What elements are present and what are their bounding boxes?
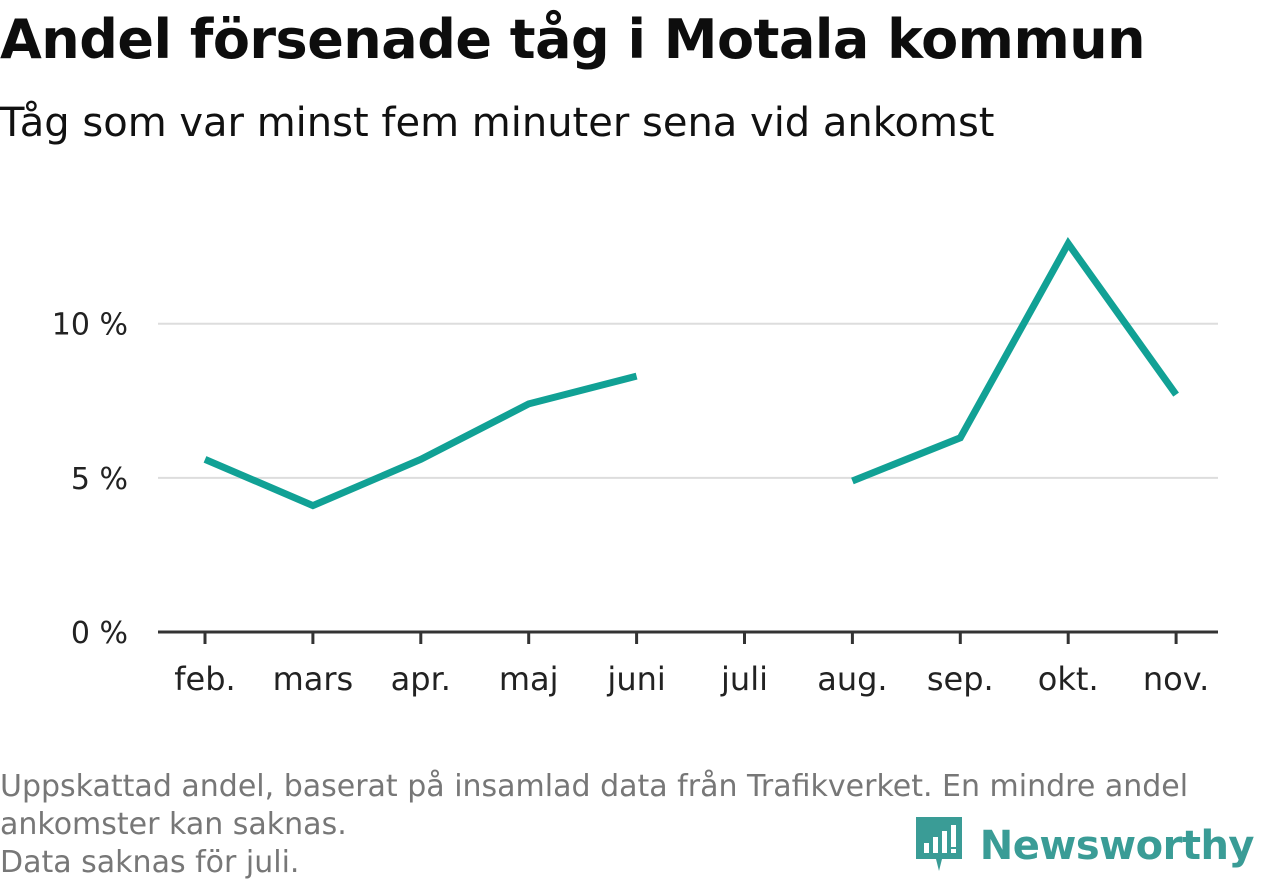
x-tick-label: feb. [174, 660, 235, 698]
footnote-line-1: Uppskattad andel, baserat på insamlad da… [0, 769, 1189, 804]
x-tick-label: maj [499, 660, 559, 698]
brand-name: Newsworthy [979, 823, 1255, 869]
brand-logo: Newsworthy [914, 815, 1255, 877]
series-line [203, 372, 638, 510]
chart-title: Andel försenade tåg i Motala kommun [0, 8, 1146, 71]
x-tick-label: mars [273, 660, 354, 698]
x-tick-label: juli [720, 660, 768, 698]
line-chart: 0 % 5 % 10 % feb. mars apr. maj juni juli aug. sep… [52, 237, 1218, 698]
x-tick-label: aug. [817, 660, 887, 698]
series-line [851, 237, 1179, 485]
footnote: Uppskattad andel, baserat på insamlad da… [0, 768, 1262, 882]
footnote-line-2: ankomster kan saknas. [0, 807, 347, 842]
x-tick-label: apr. [391, 660, 451, 698]
x-tick-label: nov. [1143, 660, 1209, 698]
x-tick-label: sep. [927, 660, 994, 698]
footnote-line-3: Data saknas för juli. [0, 845, 300, 880]
y-tick-label: 5 % [71, 462, 128, 497]
x-tick-label: okt. [1038, 660, 1099, 698]
x-tick-label: juni [606, 660, 665, 698]
chart-subtitle: Tåg som var minst fem minuter sena vid a… [0, 100, 995, 146]
y-tick-label: 0 % [71, 616, 128, 651]
newsworthy-logo-icon [914, 815, 964, 877]
y-tick-label: 10 % [52, 308, 128, 343]
